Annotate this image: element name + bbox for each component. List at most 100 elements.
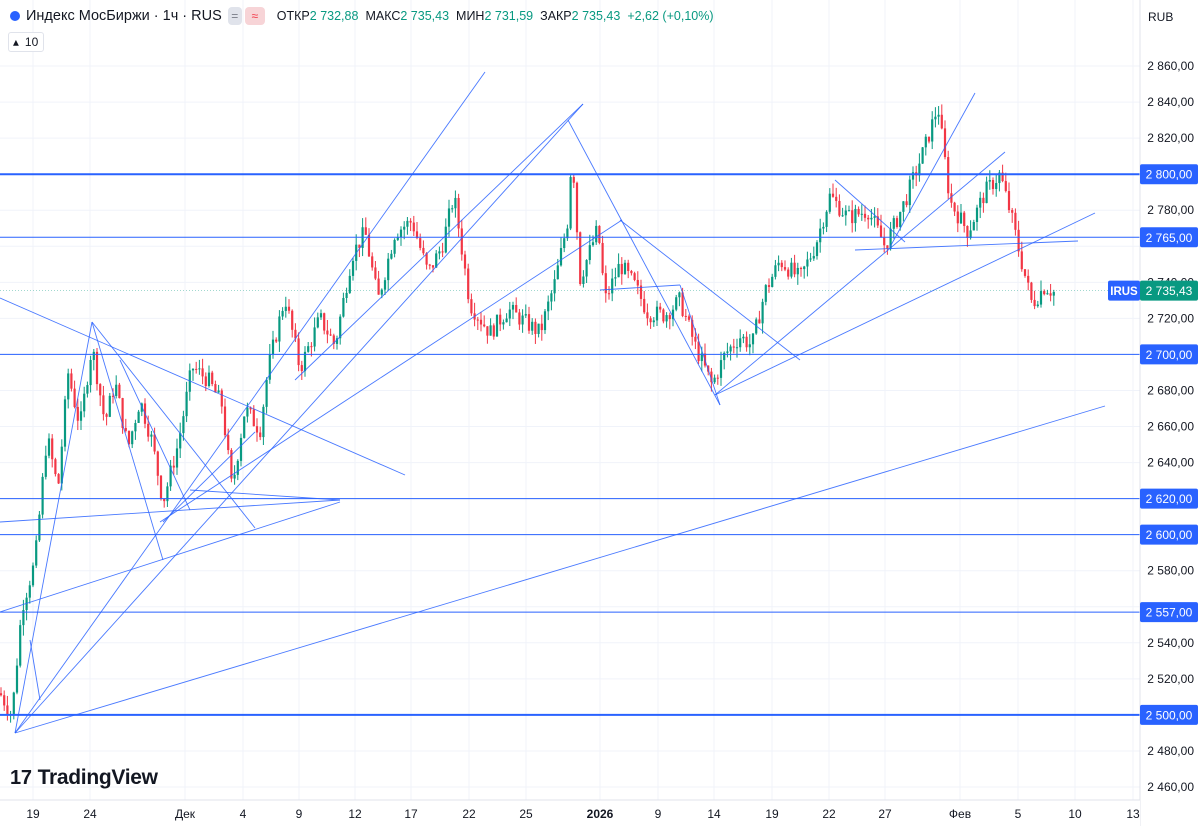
candle-body bbox=[934, 116, 937, 120]
candle bbox=[662, 308, 665, 324]
candle bbox=[1030, 281, 1033, 303]
candle-body bbox=[467, 268, 470, 300]
candle-body bbox=[44, 455, 47, 477]
candle-body bbox=[47, 438, 51, 456]
tradingview-logo[interactable]: 17 TradingView bbox=[10, 766, 158, 790]
candle-body bbox=[982, 197, 985, 204]
x-tick-label: 19 bbox=[765, 807, 779, 821]
level-tag-label: 2 800,00 bbox=[1146, 168, 1193, 182]
symbol-title[interactable]: Индекс МосБиржи · 1ч · RUS bbox=[26, 8, 222, 24]
candle-body bbox=[428, 264, 431, 266]
candle-body bbox=[204, 376, 207, 387]
candle-body bbox=[809, 258, 812, 260]
candle bbox=[463, 250, 467, 276]
candle bbox=[655, 300, 659, 327]
approx-icon[interactable]: ≈ bbox=[244, 7, 265, 25]
candle bbox=[422, 240, 425, 256]
candle-body bbox=[604, 273, 607, 294]
candle-body bbox=[1039, 291, 1043, 305]
candle-body bbox=[547, 301, 550, 312]
candle-body bbox=[326, 330, 329, 335]
candle-body bbox=[499, 314, 502, 325]
candle-body bbox=[975, 207, 979, 223]
candle-body bbox=[505, 318, 508, 323]
candle-body bbox=[748, 344, 751, 348]
candle bbox=[1027, 269, 1030, 291]
candle-body bbox=[582, 276, 585, 284]
candle-body bbox=[566, 228, 569, 239]
candle-body bbox=[380, 289, 383, 295]
candle-body bbox=[367, 234, 371, 257]
candle bbox=[620, 257, 623, 285]
candle bbox=[972, 219, 975, 231]
candle-body bbox=[1033, 299, 1036, 307]
candle bbox=[223, 398, 227, 439]
candle bbox=[57, 473, 60, 484]
candle bbox=[86, 381, 89, 398]
trend-line bbox=[0, 499, 341, 523]
candle bbox=[473, 302, 476, 327]
candle bbox=[425, 252, 428, 270]
candle-body bbox=[563, 238, 566, 249]
candle-body bbox=[105, 414, 108, 417]
candle-body bbox=[79, 411, 83, 421]
candle bbox=[915, 165, 918, 187]
indicator-toggle[interactable]: ▼ 10 bbox=[8, 32, 45, 52]
candle-body bbox=[665, 315, 668, 322]
candle bbox=[159, 475, 163, 501]
candle-body bbox=[211, 372, 214, 385]
candle-body bbox=[102, 395, 105, 415]
candle-body bbox=[348, 275, 351, 293]
candle bbox=[44, 445, 47, 480]
candle bbox=[108, 393, 111, 418]
candle bbox=[431, 265, 435, 273]
candle bbox=[236, 459, 239, 481]
y-tick-label: 2 860,00 bbox=[1147, 59, 1194, 73]
trend-line bbox=[119, 359, 191, 511]
candle bbox=[47, 433, 51, 459]
candle bbox=[732, 338, 735, 354]
candle-body bbox=[796, 267, 799, 275]
candle-body bbox=[847, 210, 851, 212]
candle bbox=[124, 418, 127, 433]
x-tick-label: 17 bbox=[404, 807, 418, 821]
candle-body bbox=[233, 474, 236, 479]
candle-body bbox=[1017, 229, 1020, 252]
candle-body bbox=[460, 228, 463, 255]
candle-body bbox=[131, 431, 134, 445]
candle-body bbox=[617, 263, 620, 278]
candle bbox=[863, 205, 867, 222]
equals-icon[interactable]: = bbox=[227, 7, 242, 25]
candle bbox=[899, 211, 902, 231]
candle-body bbox=[255, 426, 259, 433]
candle bbox=[35, 535, 38, 569]
candle bbox=[595, 220, 598, 245]
candle bbox=[0, 687, 3, 697]
candle-body bbox=[543, 311, 547, 331]
candle-body bbox=[195, 368, 198, 370]
candle-body bbox=[409, 220, 412, 223]
candle-body bbox=[396, 237, 399, 240]
candle bbox=[67, 368, 70, 409]
x-tick-label: 9 bbox=[655, 807, 662, 821]
candle bbox=[217, 384, 220, 393]
candle-body bbox=[121, 398, 124, 428]
trend-line bbox=[14, 405, 1106, 734]
candle bbox=[979, 191, 982, 219]
tradingview-text: TradingView bbox=[37, 766, 158, 789]
candle bbox=[342, 292, 345, 318]
candle-body bbox=[371, 256, 374, 268]
candle-body bbox=[345, 292, 348, 298]
candle-body bbox=[735, 347, 739, 349]
candle bbox=[847, 205, 851, 212]
candle-body bbox=[12, 692, 15, 714]
candle bbox=[214, 380, 217, 393]
candle-body bbox=[1043, 291, 1046, 295]
candle-body bbox=[1014, 212, 1017, 230]
candle bbox=[665, 312, 668, 328]
candle bbox=[892, 215, 895, 239]
candle-body bbox=[259, 432, 262, 438]
candle-body bbox=[479, 319, 483, 325]
candle bbox=[649, 316, 652, 329]
